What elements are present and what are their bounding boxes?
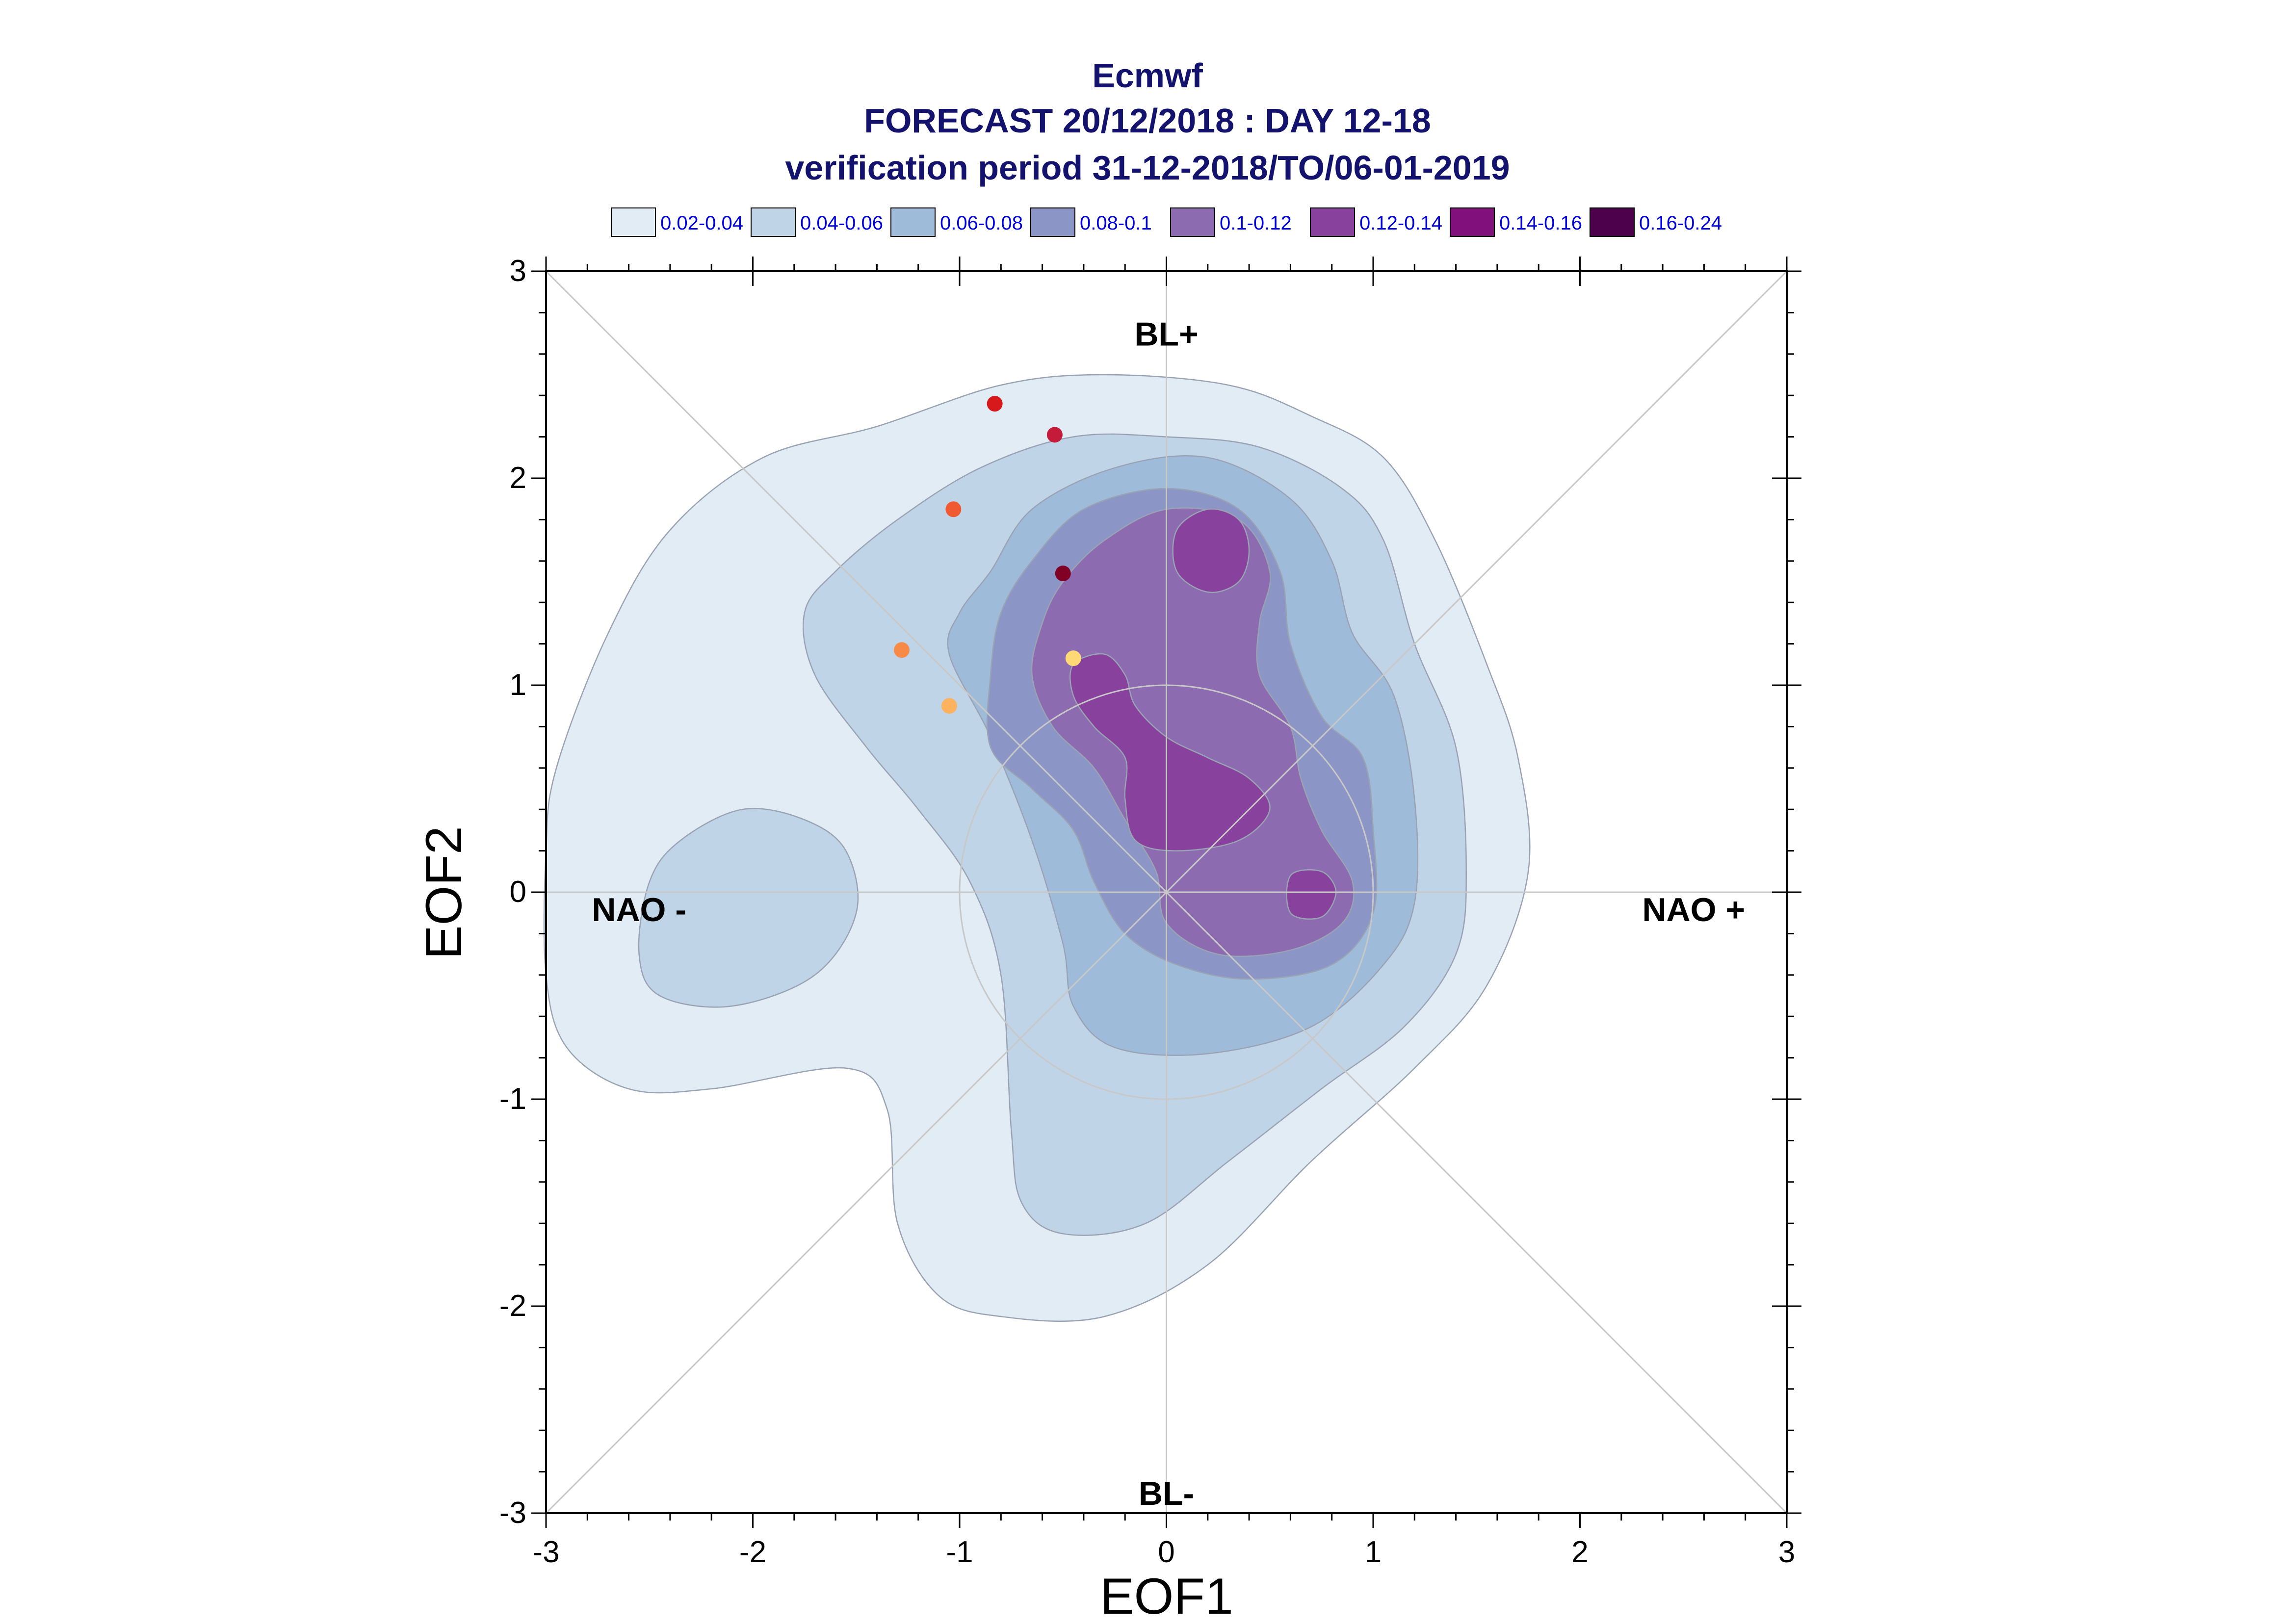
- y-tick-label: 3: [510, 254, 526, 288]
- data-point-5: [1065, 650, 1081, 667]
- data-point-2: [945, 501, 962, 517]
- diagonal-line-2: [545, 270, 1788, 1514]
- legend-label-2: 0.06-0.08: [940, 212, 1023, 234]
- data-point-3: [1055, 566, 1071, 582]
- axis-ticks: -3 -2 -1 0 1 2 3 -3 -2 -1 0 1 2 3: [499, 254, 1801, 1569]
- legend-swatch-2: [890, 207, 936, 237]
- analysis-points: [893, 396, 1081, 714]
- data-point-0: [987, 396, 1003, 412]
- x-tick-label: 3: [1778, 1535, 1795, 1569]
- legend-label-0: 0.02-0.04: [660, 212, 743, 234]
- regime-labels: BL+ BL- NAO - NAO +: [592, 316, 1745, 1512]
- legend-label-7: 0.16-0.24: [1639, 212, 1722, 234]
- legend-label-1: 0.04-0.06: [800, 212, 883, 234]
- x-axis-title: EOF1: [1100, 1568, 1233, 1624]
- legend-swatch-7: [1590, 207, 1635, 237]
- chart-subtitle-1: FORECAST 20/12/2018 : DAY 12-18: [864, 102, 1431, 140]
- x-tick-label: -1: [946, 1535, 973, 1569]
- contour-0.12-0.14-0: [1069, 653, 1271, 851]
- contour-0.12-0.14-2: [1286, 869, 1337, 920]
- reference-guides: [545, 270, 1788, 1514]
- y-tick-label: -3: [499, 1496, 526, 1530]
- reference-circle: [959, 684, 1374, 1100]
- regime-label-bl: BL-: [1139, 1475, 1194, 1512]
- y-tick-label: -1: [499, 1082, 526, 1116]
- contour-0.04-0.06-1: [638, 808, 859, 1008]
- legend-label-4: 0.1-0.12: [1220, 212, 1292, 234]
- legend: 0.02-0.04 0.04-0.06 0.06-0.08 0.08-0.1 0.1-0…: [611, 207, 1722, 237]
- y-tick-label: 1: [510, 668, 526, 702]
- x-tick-label: -3: [532, 1535, 559, 1569]
- legend-label-6: 0.14-0.16: [1499, 212, 1582, 234]
- regime-label-nao: NAO -: [592, 891, 686, 928]
- legend-swatch-0: [611, 207, 656, 237]
- data-point-4: [893, 642, 910, 658]
- y-axis-title: EOF2: [416, 826, 472, 959]
- x-tick-label: 2: [1571, 1535, 1588, 1569]
- data-point-6: [941, 698, 957, 714]
- contour-0.12-0.14-1: [1172, 508, 1250, 593]
- chart-title: Ecmwf: [1092, 56, 1203, 95]
- legend-swatch-6: [1450, 207, 1495, 237]
- regime-label-bl: BL+: [1134, 316, 1198, 353]
- legend-swatch-4: [1170, 207, 1215, 237]
- plot-area: -3 -2 -1 0 1 2 3 -3 -2 -1 0 1 2 3 BL+ BL- NAO - NAO +: [499, 254, 1801, 1569]
- data-point-1: [1046, 427, 1063, 443]
- legend-swatch-3: [1030, 207, 1075, 237]
- x-tick-label: 1: [1365, 1535, 1382, 1569]
- y-tick-label: -2: [499, 1289, 526, 1323]
- y-tick-label: 0: [510, 875, 526, 909]
- x-tick-label: 0: [1158, 1535, 1174, 1569]
- density-contours: [543, 374, 1531, 1322]
- legend-swatch-1: [751, 207, 796, 237]
- y-tick-label: 2: [510, 461, 526, 495]
- chart-subtitle-2: verification period 31-12-2018/TO/06-01-…: [785, 149, 1510, 187]
- regime-label-nao: NAO +: [1642, 891, 1745, 928]
- x-tick-label: -2: [739, 1535, 766, 1569]
- legend-label-5: 0.12-0.14: [1359, 212, 1442, 234]
- chart-title-block: Ecmwf FORECAST 20/12/2018 : DAY 12-18 ve…: [785, 56, 1510, 187]
- legend-label-3: 0.08-0.1: [1080, 212, 1152, 234]
- legend-swatch-5: [1310, 207, 1355, 237]
